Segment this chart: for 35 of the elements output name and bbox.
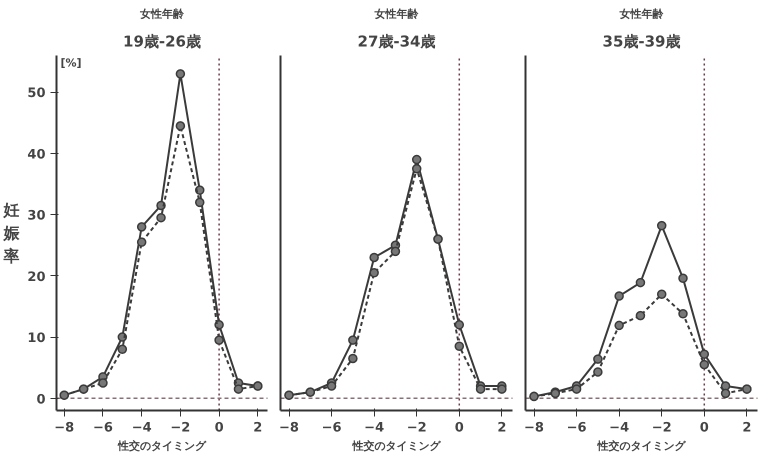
chart-subtitle: 女性年齢 xyxy=(139,8,185,20)
x-tick-label: −8 xyxy=(54,420,74,436)
x-tick-label: −4 xyxy=(364,420,384,436)
y-tick-label: 10 xyxy=(27,331,46,346)
x-axis-title: 性交のタイミング xyxy=(352,440,442,452)
x-tick-label: −2 xyxy=(170,420,190,436)
x-tick-label: 2 xyxy=(253,420,262,436)
x-tick-label: −2 xyxy=(406,420,427,436)
y-tick-label: 20 xyxy=(27,270,46,285)
x-tick-label: 0 xyxy=(454,420,464,436)
x-tick-label: −4 xyxy=(132,420,152,436)
x-tick-label: −8 xyxy=(524,420,544,436)
x-tick-label: −2 xyxy=(652,420,672,436)
x-tick-label: −8 xyxy=(279,420,299,436)
x-tick-label: −6 xyxy=(92,420,113,436)
y-tick-label: 50 xyxy=(27,86,46,102)
x-tick-label: 0 xyxy=(214,420,224,436)
x-axis-title: 性交のタイミング xyxy=(596,440,686,452)
y-tick-label: 40 xyxy=(27,147,46,162)
chart-title: 19歳-26歳 xyxy=(123,32,201,50)
annotation: [%] xyxy=(60,56,82,70)
y-tick-label: 30 xyxy=(27,208,46,224)
chart-subtitle: 女性年齢 xyxy=(374,8,420,20)
x-tick-label: −6 xyxy=(566,420,587,436)
chart-subtitle: 女性年齢 xyxy=(618,8,664,20)
x-axis-title: 性交のタイミング xyxy=(117,440,207,452)
y-axis-title: 妊娠率 xyxy=(2,200,20,266)
x-tick-label: 0 xyxy=(700,420,709,436)
x-tick-label: −4 xyxy=(609,420,630,436)
x-tick-label: 2 xyxy=(742,420,752,436)
x-tick-label: 2 xyxy=(497,420,506,436)
y-tick-label: 0 xyxy=(36,392,46,408)
chart-title: 27歳-34歳 xyxy=(358,32,436,50)
chart-title: 35歳-39歳 xyxy=(602,32,680,50)
x-tick-label: −6 xyxy=(322,420,342,436)
